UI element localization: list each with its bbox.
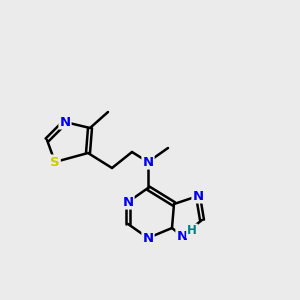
Text: N: N xyxy=(122,196,134,208)
Text: S: S xyxy=(50,155,60,169)
Text: N: N xyxy=(59,116,70,128)
Text: N: N xyxy=(142,155,154,169)
Text: N: N xyxy=(176,230,188,242)
Text: N: N xyxy=(142,232,154,244)
Text: N: N xyxy=(192,190,204,202)
Text: H: H xyxy=(187,224,197,238)
